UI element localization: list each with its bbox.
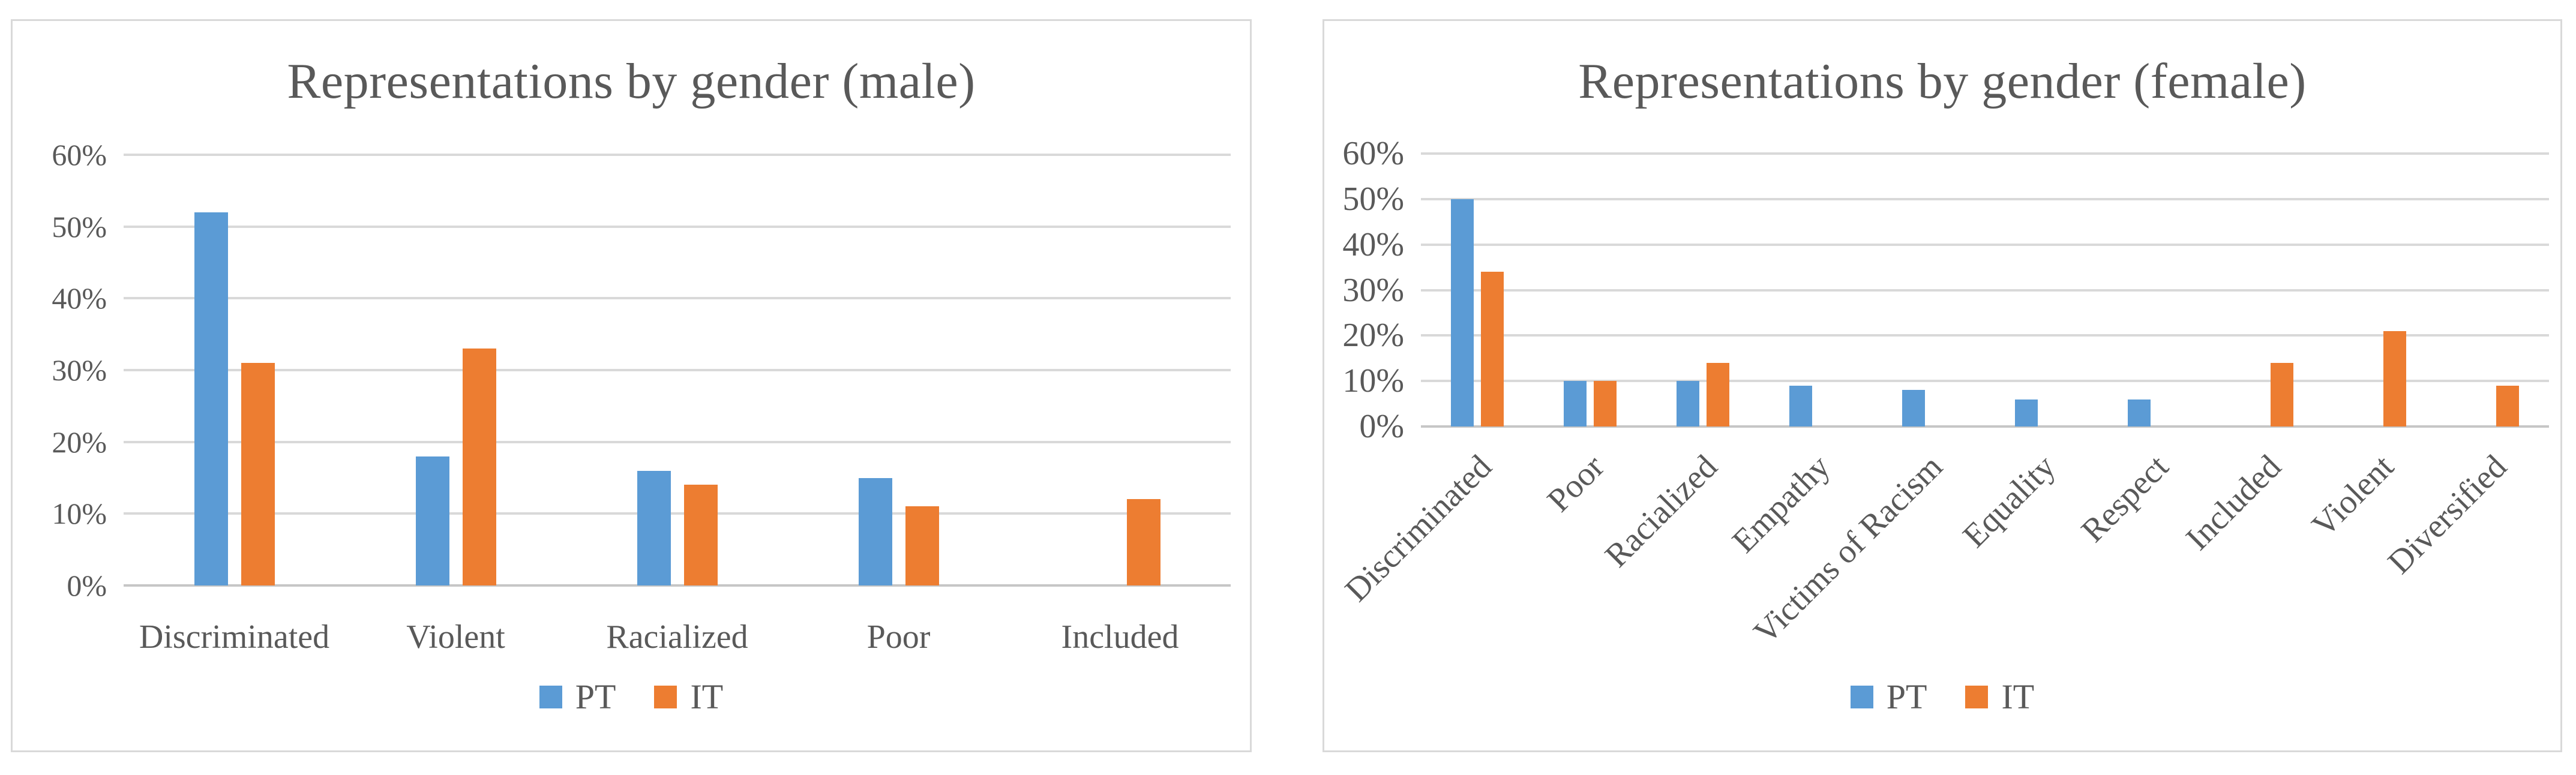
gridline	[124, 154, 1231, 156]
y-tick-label: 30%	[1342, 271, 1404, 309]
y-tick-label: 10%	[1342, 362, 1404, 400]
gridline	[1421, 197, 2549, 200]
y-tick-label: 0%	[1359, 408, 1404, 445]
x-category-label: Violent	[406, 618, 505, 656]
x-category-label: Racialized	[1597, 447, 1725, 575]
y-tick-label: 20%	[52, 425, 107, 459]
y-tick-label: 20%	[1342, 317, 1404, 355]
legend-swatch-it	[654, 686, 677, 708]
x-category-label: Violent	[2305, 447, 2401, 545]
gridline	[124, 369, 1231, 371]
bar-it-discriminated	[241, 363, 275, 585]
chart-panel-male: Representations by gender (male) 0% 10% 20…	[11, 19, 1252, 752]
x-category-label: Respect	[2074, 447, 2176, 550]
plot-area-male: 0% 10% 20% 30% 40% 50% 60% Discriminated Violent…	[52, 140, 1231, 654]
bar-it-violent	[2383, 331, 2406, 426]
gridline	[124, 440, 1231, 443]
gridline	[1421, 334, 2549, 337]
x-category-label: Poor	[1540, 447, 1612, 519]
bar-pt-empathy	[1789, 385, 1812, 426]
legend-label-it: IT	[690, 677, 724, 716]
bar-pt-victims-of-racism	[1902, 390, 1925, 426]
bar-it-included	[2271, 362, 2293, 426]
x-category-label: Empathy	[1725, 447, 1837, 560]
bar-pt-poor	[1564, 381, 1587, 426]
gridline	[124, 297, 1231, 300]
x-category-label: Discriminated	[1338, 447, 1499, 609]
y-tick-label: 30%	[52, 353, 107, 387]
legend-item-pt: PT	[1850, 677, 1927, 716]
x-category-label: Equality	[1956, 447, 2063, 555]
y-tick-label: 50%	[1342, 180, 1404, 218]
y-tick-label: 40%	[1342, 226, 1404, 263]
gridline	[124, 512, 1231, 515]
gridline	[1421, 289, 2549, 292]
chart-panel-female: Representations by gender (female) 0% 10%…	[1323, 19, 2562, 752]
legend-item-it: IT	[1965, 680, 2034, 714]
x-axis-line	[124, 584, 1231, 587]
y-tick-label: 50%	[52, 209, 107, 244]
y-tick-label: 60%	[52, 138, 107, 172]
bar-it-violent	[462, 349, 496, 585]
legend-item-pt: PT	[539, 680, 616, 714]
legend-male: PT IT	[13, 680, 1250, 714]
bar-it-diversified	[2496, 385, 2519, 426]
x-category-label: Poor	[866, 618, 931, 656]
legend-label-it: IT	[2001, 677, 2035, 716]
legend-label-pt: PT	[575, 677, 616, 716]
gridline	[1421, 380, 2549, 383]
legend-swatch-pt	[539, 686, 562, 708]
y-tick-label: 40%	[52, 281, 107, 316]
x-category-label: Included	[2179, 447, 2289, 558]
x-category-label: Racialized	[606, 618, 748, 656]
y-tick-label: 10%	[52, 497, 107, 531]
bar-pt-racialized	[637, 470, 671, 585]
bar-pt-racialized	[1677, 381, 1699, 426]
gridline	[1421, 243, 2549, 246]
bar-it-racialized	[1707, 362, 1729, 426]
legend-swatch-pt	[1850, 686, 1873, 708]
x-category-label: Diversified	[2380, 447, 2514, 581]
bar-it-poor	[905, 506, 939, 585]
legend-swatch-it	[1965, 686, 1989, 708]
bar-pt-equality	[2015, 399, 2038, 426]
y-tick-label: 0%	[67, 569, 107, 602]
bar-it-poor	[1594, 381, 1617, 426]
bar-it-racialized	[683, 485, 718, 585]
bar-it-discriminated	[1481, 272, 1504, 426]
y-tick-label: 60%	[1342, 135, 1404, 172]
chart-title-male: Representations by gender (male)	[287, 53, 976, 109]
x-category-label: Victims of Racism	[1747, 447, 1950, 651]
bar-pt-respect	[2128, 399, 2151, 426]
bar-pt-violent	[415, 456, 449, 585]
bar-pt-poor	[858, 477, 892, 585]
bar-it-included	[1126, 499, 1160, 585]
x-axis-line	[1421, 425, 2549, 428]
legend-item-it: IT	[654, 680, 723, 714]
plot-area-female: 0% 10% 20% 30% 40% 50% 60% Discriminated Poor Rac…	[1338, 137, 2549, 651]
gridline	[124, 225, 1231, 228]
legend-label-pt: PT	[1886, 677, 1927, 716]
chart-title-female: Representations by gender (female)	[1578, 53, 2307, 109]
gridline	[1421, 152, 2549, 155]
legend-female: PT IT	[1324, 680, 2560, 714]
bar-pt-discriminated	[1451, 199, 1474, 426]
x-category-label: Discriminated	[139, 618, 330, 656]
x-category-label: Included	[1061, 618, 1179, 656]
bar-pt-discriminated	[194, 212, 228, 585]
